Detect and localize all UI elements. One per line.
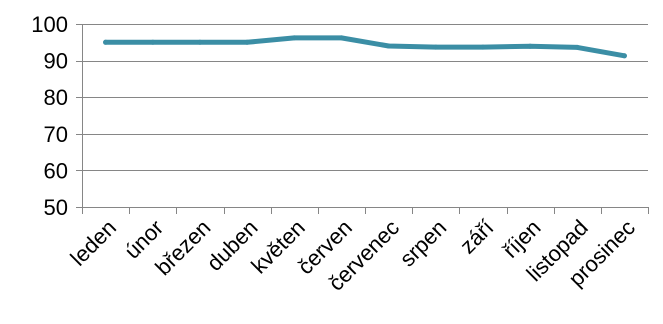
data-point [244, 39, 250, 45]
data-point [527, 43, 533, 49]
data-point [386, 43, 392, 49]
data-point [150, 39, 156, 45]
data-point [574, 44, 580, 50]
data-point [291, 35, 297, 41]
y-tick-label-90: 90 [44, 49, 68, 74]
y-axis-tick-labels: 50 60 70 80 90 100 [31, 12, 68, 220]
x-category-label: září [455, 215, 499, 259]
data-point [197, 39, 203, 45]
data-point [103, 39, 109, 45]
y-tick-label-80: 80 [44, 85, 68, 110]
y-tick-label-60: 60 [44, 158, 68, 183]
data-point [338, 35, 344, 41]
x-category-label: leden [65, 215, 121, 271]
y-tick-label-50: 50 [44, 195, 68, 220]
data-point [433, 44, 439, 50]
series-line-0 [103, 35, 627, 59]
data-point [621, 53, 627, 59]
gridlines [82, 24, 648, 208]
x-axis-category-labels: ledenúnorbřezendubenkvětenčervenčervenec… [65, 215, 640, 296]
y-tick-label-100: 100 [31, 12, 68, 37]
x-category-label: srpen [395, 215, 452, 272]
axes [76, 24, 649, 214]
data-point [480, 44, 486, 50]
y-tick-label-70: 70 [44, 122, 68, 147]
series [103, 35, 627, 59]
